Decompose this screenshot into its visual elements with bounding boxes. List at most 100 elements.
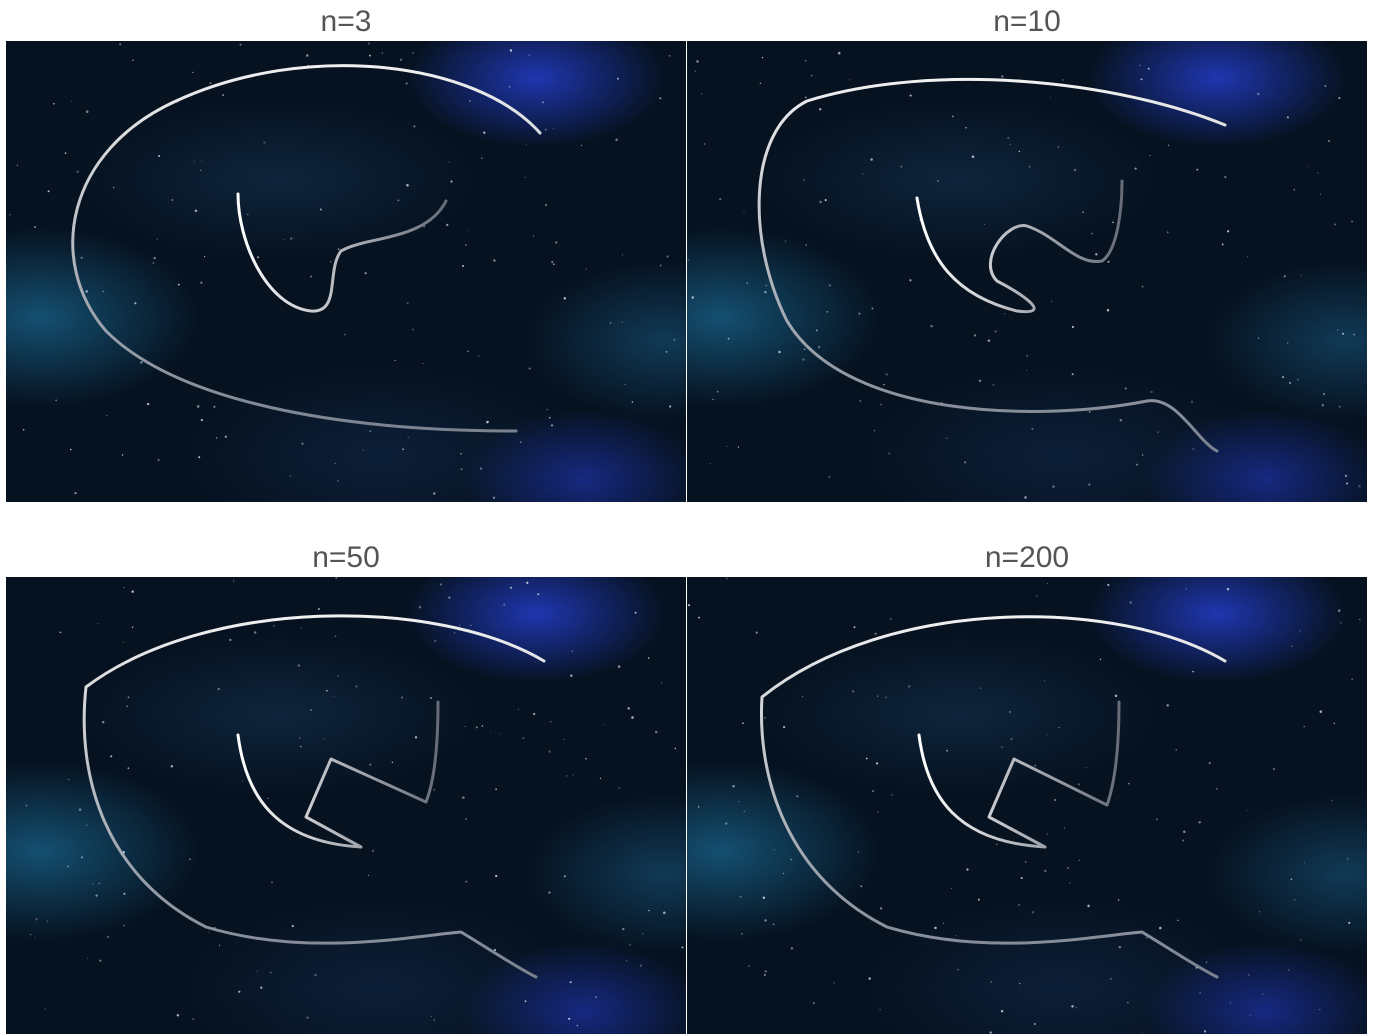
star [364, 272, 367, 275]
star [207, 931, 210, 933]
star [805, 244, 807, 246]
star [430, 1015, 433, 1018]
star [1337, 329, 1339, 331]
star [495, 874, 498, 878]
star [634, 611, 637, 614]
star [74, 491, 77, 495]
image-panel [687, 577, 1367, 1034]
star [937, 180, 939, 182]
star [1183, 830, 1186, 833]
star [1124, 387, 1127, 390]
star [260, 986, 263, 989]
star [1299, 630, 1301, 632]
trajectory [9, 42, 676, 499]
star [819, 108, 822, 111]
star [330, 261, 332, 263]
star [433, 492, 436, 495]
star [1058, 727, 1060, 729]
star [642, 933, 644, 935]
star [480, 157, 483, 160]
star [624, 383, 626, 386]
star [697, 806, 700, 808]
star [853, 626, 856, 629]
outer-path [82, 614, 546, 979]
star [694, 70, 696, 72]
star [483, 131, 486, 134]
star [537, 593, 540, 596]
star [34, 226, 36, 228]
star [817, 345, 821, 349]
star [1338, 609, 1341, 612]
star [870, 158, 873, 161]
star [1134, 167, 1137, 170]
star [665, 351, 668, 353]
star [1319, 193, 1321, 195]
star [367, 42, 371, 45]
star [1141, 454, 1144, 456]
star [812, 1002, 815, 1005]
star [674, 747, 677, 750]
star [860, 885, 863, 888]
star [1319, 1008, 1321, 1011]
star [467, 230, 469, 232]
star [134, 302, 137, 305]
star [433, 788, 435, 791]
star [1359, 619, 1361, 621]
star [1185, 588, 1188, 590]
star [909, 279, 912, 282]
star [203, 255, 206, 258]
star [270, 971, 272, 974]
star [1351, 678, 1354, 681]
star [724, 822, 728, 825]
star [1031, 911, 1035, 914]
star [661, 682, 663, 684]
star [1300, 938, 1302, 941]
star [176, 1014, 180, 1017]
star [465, 244, 467, 246]
star [548, 891, 551, 894]
star [524, 176, 526, 179]
star [885, 373, 888, 376]
star [407, 436, 409, 439]
star [1095, 253, 1098, 256]
star [1107, 260, 1110, 263]
image-panel [6, 577, 686, 1034]
star [773, 849, 775, 851]
star [712, 398, 714, 401]
star [1026, 369, 1028, 371]
star [621, 254, 623, 256]
star [1140, 78, 1143, 81]
outer-path [759, 615, 1227, 979]
star [1141, 285, 1144, 288]
star [1017, 904, 1020, 906]
star [413, 125, 416, 128]
star [1261, 993, 1264, 995]
star [1057, 146, 1059, 148]
star [828, 475, 831, 478]
star [414, 736, 418, 739]
star [131, 626, 134, 628]
star [868, 977, 871, 980]
star [790, 858, 793, 861]
star [369, 430, 372, 433]
star [1071, 373, 1074, 376]
star [112, 186, 115, 189]
star [696, 60, 699, 63]
star [1024, 861, 1027, 863]
star [198, 456, 201, 459]
star [126, 705, 128, 708]
panel-title: n=10 [993, 5, 1061, 38]
star [978, 379, 982, 382]
star [1050, 96, 1052, 98]
star [1224, 176, 1227, 179]
star [563, 297, 567, 300]
star [481, 725, 484, 727]
star [826, 311, 829, 313]
star [397, 199, 400, 202]
star [1046, 833, 1049, 835]
star [858, 312, 861, 315]
star [213, 405, 216, 409]
star [86, 824, 88, 826]
star [873, 430, 876, 432]
star [617, 665, 621, 668]
